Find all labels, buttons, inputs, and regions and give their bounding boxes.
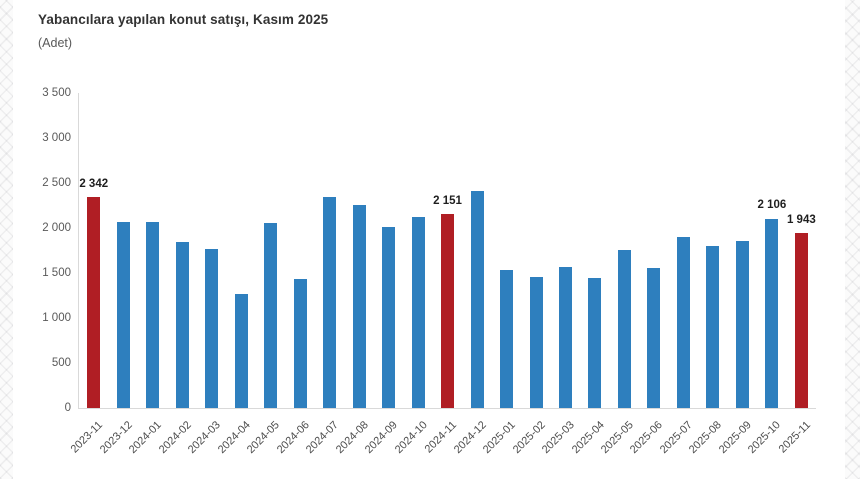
- background-pattern-left: [0, 0, 13, 479]
- bar-slot-2024-05: [256, 93, 285, 408]
- bar-2024-04: [234, 293, 248, 408]
- bar-2025-06: [647, 267, 661, 408]
- bar-slot-2024-12: [462, 93, 491, 408]
- value-label-2025-10: 2 106: [757, 199, 787, 212]
- bar-slot-2025-10: 2 106: [757, 93, 786, 408]
- bar-2024-02: [175, 241, 189, 408]
- plot-wrap: 3 500 3 000 2 500 2 000 1 500 1 000 500 0 2 342…: [13, 0, 845, 479]
- bar-2024-05: [264, 222, 278, 408]
- bar-2024-06: [293, 278, 307, 408]
- bar-2024-07: [323, 196, 337, 408]
- chart-title: Yabancılara yapılan konut satışı, Kasım …: [38, 12, 329, 27]
- plot-area: 2 342 2 151 2 106 1 943: [78, 93, 816, 409]
- bar-2024-01: [146, 222, 160, 408]
- bar-slot-2023-11: 2 342: [79, 93, 108, 408]
- bar-2024-03: [205, 248, 219, 408]
- background-pattern-right: [845, 0, 860, 479]
- y-tick-label: 1 500: [42, 266, 71, 279]
- bar-2025-10: [765, 218, 779, 408]
- bar-2024-11: [441, 214, 455, 408]
- bar-slot-2024-02: [167, 93, 196, 408]
- bar-slot-2024-06: [285, 93, 314, 408]
- bar-slot-2025-03: [551, 93, 580, 408]
- x-tick-label-2025-11: 2025-11: [776, 419, 813, 456]
- bar-2024-09: [382, 226, 396, 408]
- value-label-2023-11: 2 342: [79, 178, 109, 191]
- bar-slot-2024-10: [403, 93, 432, 408]
- bar-slot-2024-09: [374, 93, 403, 408]
- y-tick-label: 500: [51, 356, 71, 369]
- bar-slot-2025-11: 1 943: [787, 93, 816, 408]
- x-tick-label-2024-10: 2024-10: [392, 419, 430, 457]
- bar-slot-2025-02: [521, 93, 550, 408]
- bar-slot-2024-08: [344, 93, 373, 408]
- bar-slot-2023-12: [108, 93, 137, 408]
- bar-2025-11: [794, 233, 808, 408]
- y-tick-label: 0: [64, 401, 71, 414]
- value-label-2024-11: 2 151: [433, 195, 462, 208]
- bar-slot-2025-05: [610, 93, 639, 408]
- bar-slot-2024-04: [226, 93, 255, 408]
- bar-slot-2024-01: [138, 93, 167, 408]
- bar-slot-2025-04: [580, 93, 609, 408]
- value-label-2025-11: 1 943: [786, 214, 816, 227]
- bar-2023-11: [87, 197, 101, 408]
- bar-slot-2024-07: [315, 93, 344, 408]
- bar-2025-03: [558, 267, 572, 408]
- y-tick-label: 3 000: [42, 131, 71, 144]
- bar-slot-2024-03: [197, 93, 226, 408]
- chart-card: Yabancılara yapılan konut satışı, Kasım …: [13, 0, 845, 479]
- bar-2024-08: [352, 205, 366, 408]
- bar-series: 2 342 2 151 2 106 1 943: [79, 93, 816, 408]
- bar-slot-2025-08: [698, 93, 727, 408]
- bar-2025-07: [676, 236, 690, 408]
- bar-slot-2025-01: [492, 93, 521, 408]
- chart-unit-subtitle: (Adet): [38, 36, 73, 50]
- bar-slot-2025-09: [728, 93, 757, 408]
- bar-2023-12: [116, 222, 130, 408]
- bar-2025-08: [706, 246, 720, 408]
- bar-2025-01: [500, 269, 514, 408]
- y-tick-label: 3 500: [42, 86, 71, 99]
- bar-2025-09: [735, 240, 749, 408]
- y-tick-label: 2 500: [42, 176, 71, 189]
- bar-2025-02: [529, 276, 543, 408]
- bar-slot-2024-11: 2 151: [433, 93, 462, 408]
- bar-2025-05: [617, 249, 631, 408]
- y-tick-label: 2 000: [42, 221, 71, 234]
- bar-slot-2025-07: [669, 93, 698, 408]
- bar-2025-04: [588, 278, 602, 408]
- bar-slot-2025-06: [639, 93, 668, 408]
- y-tick-label: 1 000: [42, 311, 71, 324]
- bar-2024-10: [411, 217, 425, 408]
- x-axis-tick-labels: 2023-11 2023-12 2024-01 2024-02 2024-03 2024-…: [69, 413, 815, 473]
- bar-2024-12: [470, 190, 484, 408]
